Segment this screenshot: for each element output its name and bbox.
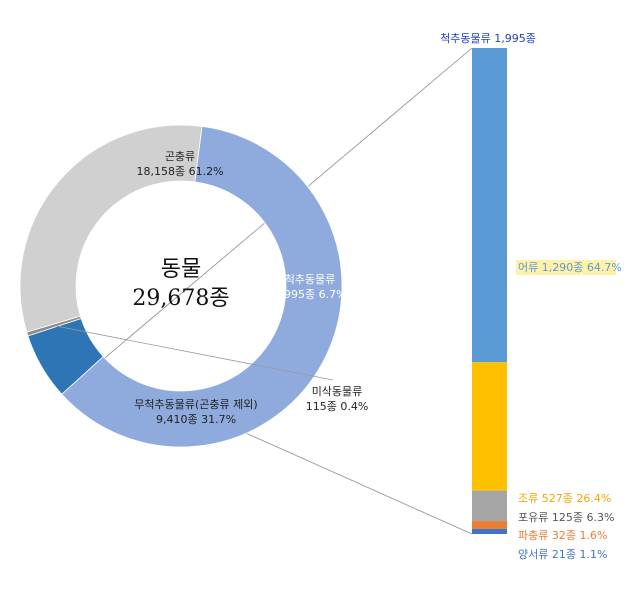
bar-segment-0 [472,48,507,363]
stacked-bar [472,48,507,534]
leader-line-minor-slice [53,325,334,381]
bar-segment-1 [472,362,507,491]
donut-slice-0 [61,125,343,448]
donut-label-name-3: 무척추동물류(곤충류 제외) [134,398,257,411]
bar-label-4: 양서류 21종 1.1% [518,548,607,561]
donut-label-name-0: 곤충류 [165,150,195,163]
donut-center-label: 동물 29,678종 [132,257,229,311]
center-title: 동물 [161,257,201,282]
bar-segment-2 [472,490,507,522]
bar-segment-labels: 어류 1,290종 64.7% 조류 527종 26.4% 포유류 125종 6.3… [516,260,622,561]
donut-chart [19,124,343,448]
bar-label-3: 파충류 32종 1.6% [518,529,607,542]
bar-label-highlight-0 [516,260,616,275]
bar-label-1: 조류 527종 26.4% [518,492,611,505]
donut-label-name-1: 척추동물류 [285,273,336,286]
donut-label-value-1: 1,995종 6.7% [273,288,346,301]
bar-label-0: 어류 1,290종 64.7% [518,261,622,274]
donut-label-value-3: 9,410종 31.7% [156,413,236,426]
donut-label-value-2: 115종 0.4% [306,400,369,413]
center-value: 29,678종 [132,286,229,311]
bar-label-2: 포유류 125종 6.3% [518,511,614,524]
connector-lines [27,47,473,535]
bar-segment-4 [472,528,507,534]
bar-segment-3 [472,521,507,529]
donut-label-value-0: 18,158종 61.2% [136,165,223,178]
bar-title: 척추동물류 1,995종 [440,32,536,45]
donut-slice-labels: 곤충류 18,158종 61.2% 척추동물류 1,995종 6.7% 미삭동물류 115… [53,150,369,426]
donut-label-name-2: 미삭동물류 [312,385,363,398]
donut-slice-3 [19,124,203,333]
